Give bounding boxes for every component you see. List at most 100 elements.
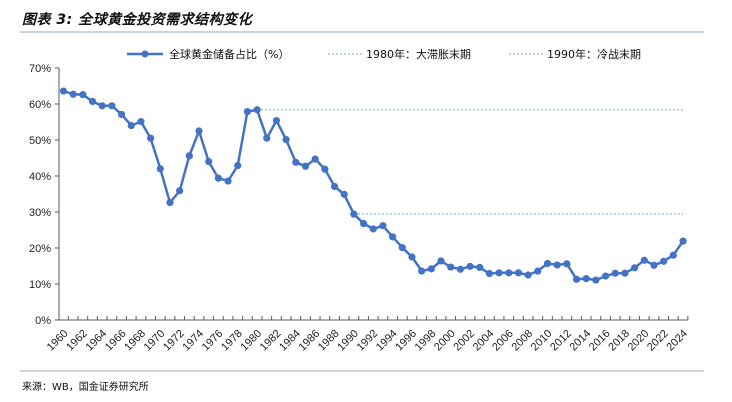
data-point-marker — [59, 87, 68, 95]
chart-title: 图表 3: 全球黄金投资需求结构变化 — [22, 12, 253, 28]
series-line — [63, 89, 685, 282]
data-point-marker — [534, 267, 542, 275]
x-tick-label: 2004 — [471, 328, 497, 354]
data-point-marker — [466, 262, 474, 270]
top-divider — [20, 31, 704, 33]
data-point-marker — [88, 97, 97, 106]
legend-label: 1980年：大滞胀末期 — [366, 47, 471, 61]
data-point-marker — [330, 182, 339, 191]
x-tick-label: 1980 — [238, 328, 264, 354]
data-point-marker — [427, 265, 435, 273]
x-tick-label: 1988 — [316, 328, 342, 354]
x-tick-label: 2022 — [645, 328, 671, 354]
x-tick-label: 1964 — [84, 328, 110, 354]
data-point-marker — [660, 257, 668, 265]
legend-label: 1990年：冷战末期 — [547, 47, 641, 61]
data-point-marker — [456, 265, 464, 273]
data-point-marker — [437, 257, 445, 265]
data-point-marker — [108, 102, 116, 110]
data-point-marker — [282, 136, 290, 144]
data-point-marker — [640, 256, 648, 264]
data-point-marker — [127, 122, 135, 130]
x-tick-label: 1996 — [393, 328, 419, 354]
x-tick-label: 2002 — [451, 328, 477, 354]
x-tick-label: 1976 — [200, 328, 226, 354]
x-axis: 1960196219641966196819701972197419761978… — [45, 316, 690, 353]
legend-item-reserve-share: 全球黄金储备占比（%） — [127, 47, 289, 61]
x-tick-label: 1962 — [64, 328, 90, 354]
bottom-divider — [20, 370, 704, 372]
data-point-marker — [195, 127, 203, 135]
x-tick-label: 1972 — [161, 328, 187, 354]
data-point-marker — [263, 134, 271, 142]
data-point-marker — [243, 107, 252, 116]
legend: 全球黄金储备占比（%） 1980年：大滞胀末期 1990年：冷战末期 — [127, 47, 641, 61]
data-point-marker — [631, 264, 639, 272]
x-tick-label: 2014 — [568, 328, 594, 354]
y-tick-label: 10% — [29, 279, 51, 291]
data-point-marker — [224, 177, 232, 185]
x-tick-label: 1992 — [355, 328, 381, 354]
data-point-marker — [311, 155, 319, 163]
data-point-marker — [485, 269, 494, 278]
x-tick-label: 2006 — [490, 328, 516, 354]
line-chart: 全球黄金储备占比（%） 1980年：大滞胀末期 1990年：冷战末期 0% 10%… — [29, 47, 690, 353]
data-point-marker — [447, 263, 455, 271]
data-point-marker — [650, 261, 658, 269]
x-tick-label: 1974 — [180, 328, 206, 354]
data-point-marker — [137, 118, 145, 126]
x-tick-label: 1982 — [258, 328, 284, 354]
x-tick-label: 2016 — [587, 328, 613, 354]
data-point-marker — [601, 272, 610, 280]
y-tick-label: 40% — [29, 171, 51, 183]
x-tick-label: 1986 — [297, 328, 323, 354]
data-point-marker — [340, 190, 348, 198]
data-point-marker — [563, 260, 571, 268]
x-tick-label: 1960 — [45, 328, 71, 354]
data-point-marker — [321, 165, 329, 173]
legend-marker-icon — [141, 50, 149, 58]
data-point-marker — [572, 275, 581, 283]
y-tick-label: 70% — [29, 63, 51, 75]
data-series — [59, 87, 687, 284]
x-tick-label: 1966 — [103, 328, 129, 354]
data-point-marker — [117, 110, 126, 119]
x-tick-label: 2024 — [664, 328, 690, 354]
data-point-marker — [592, 276, 600, 284]
data-point-marker — [543, 259, 552, 268]
data-point-marker — [389, 233, 397, 241]
legend-item-1990: 1990年：冷战末期 — [509, 47, 641, 61]
x-tick-label: 1978 — [219, 328, 245, 354]
data-point-marker — [350, 210, 358, 218]
y-axis: 0% 10% 20% 30% 40% 50% 60% 70% — [29, 63, 60, 327]
data-point-marker — [379, 222, 387, 230]
x-tick-label: 1994 — [374, 328, 400, 354]
reference-lines — [257, 109, 684, 215]
data-point-marker — [669, 251, 677, 259]
data-point-marker — [79, 91, 87, 99]
x-tick-label: 1968 — [122, 328, 148, 354]
x-tick-label: 2012 — [548, 328, 574, 354]
data-point-marker — [582, 275, 590, 283]
data-point-marker — [166, 199, 174, 207]
data-point-marker — [205, 158, 213, 166]
data-point-marker — [418, 267, 426, 275]
data-point-marker — [272, 116, 281, 125]
legend-label: 全球黄金储备占比（%） — [169, 47, 289, 61]
y-tick-label: 60% — [29, 99, 51, 111]
y-tick-label: 30% — [29, 207, 51, 219]
data-point-marker — [514, 269, 523, 277]
data-point-marker — [398, 244, 406, 252]
data-point-marker — [369, 225, 377, 233]
data-point-marker — [359, 219, 368, 228]
x-tick-label: 1990 — [335, 328, 361, 354]
y-tick-label: 0% — [35, 315, 51, 327]
data-point-marker — [156, 165, 164, 173]
x-tick-label: 2000 — [432, 328, 458, 354]
source-note: 来源：WB，国金证券研究所 — [22, 382, 149, 393]
data-point-marker — [476, 263, 484, 272]
data-point-marker — [611, 269, 619, 277]
x-tick-label: 2010 — [529, 328, 555, 354]
data-point-marker — [408, 253, 416, 261]
data-point-marker — [69, 90, 77, 98]
